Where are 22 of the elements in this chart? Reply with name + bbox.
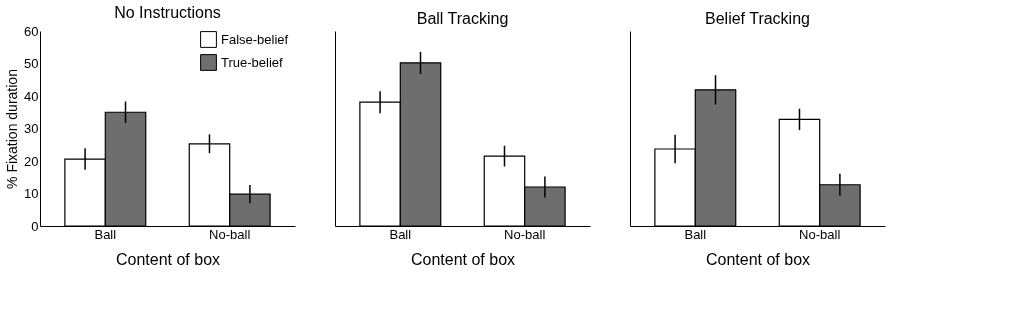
x-axis-title: Content of box [705, 250, 811, 268]
x-axis-title: Content of box [115, 250, 221, 268]
x-tick-label: No-ball [209, 226, 251, 242]
y-tick-label: 10 [24, 186, 39, 201]
chart-title: No Instructions [114, 4, 221, 21]
y-tick-label: 60 [24, 23, 39, 39]
y-tick-label: 0 [31, 218, 39, 234]
legend-label: True-belief [221, 54, 284, 70]
chart-title: Ball Tracking [416, 10, 509, 27]
y-tick-label: 20 [24, 153, 39, 169]
x-tick-label: Ball [389, 226, 412, 242]
legend-label: False-belief [221, 31, 289, 47]
x-tick-label: No-ball [799, 226, 841, 242]
x-tick-label: Ball [94, 226, 117, 242]
x-axis-title: Content of box [410, 250, 516, 268]
y-tick-label: 30 [24, 121, 39, 136]
y-tick-label: 40 [24, 88, 39, 104]
chart-title: Belief Tracking [705, 10, 810, 27]
y-tick-label: 50 [24, 56, 39, 71]
x-tick-label: No-ball [504, 226, 546, 242]
x-tick-label: Ball [684, 226, 707, 242]
y-axis-title: % Fixation duration [4, 69, 21, 189]
